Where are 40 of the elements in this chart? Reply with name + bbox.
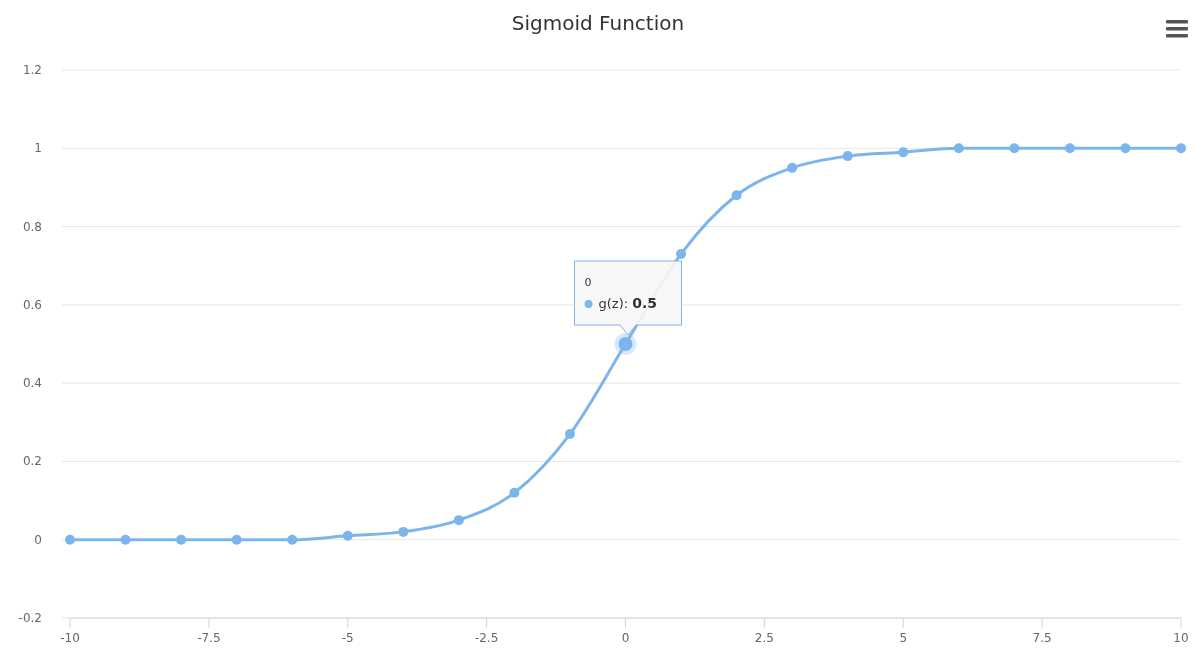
- y-tick-label: 0.8: [22, 219, 42, 234]
- x-tick-label: -10: [60, 631, 80, 645]
- x-tick-label: 10: [1173, 631, 1189, 645]
- chart-title: Sigmoid Function: [511, 11, 685, 35]
- point: [342, 530, 353, 541]
- x-tick-label: 7.5: [1032, 631, 1052, 645]
- y-tick-label: 0: [34, 532, 42, 547]
- point: [898, 147, 909, 158]
- y-tick-label: 0.4: [22, 376, 42, 391]
- y-tick-label: 0.2: [22, 454, 42, 469]
- point: [509, 487, 520, 498]
- point: [176, 534, 187, 545]
- point: [1120, 143, 1131, 154]
- point: [787, 162, 798, 173]
- x-tick-label: -2.5: [474, 631, 499, 645]
- y-tick-label: 1.2: [22, 63, 42, 77]
- x-tick-label: 2.5: [754, 631, 774, 645]
- point: [842, 151, 853, 162]
- x-tick-label: 5: [899, 631, 908, 645]
- point: [1176, 143, 1186, 154]
- annotation: g(z): 0.5: [598, 295, 658, 311]
- x-tick-label: -7.5: [197, 631, 221, 645]
- point: [1009, 143, 1020, 154]
- point: [953, 143, 964, 154]
- point: [65, 534, 75, 545]
- y-tick-label: -0.2: [18, 611, 42, 625]
- point: [731, 190, 742, 201]
- point: [287, 534, 298, 545]
- annotation: 0: [584, 276, 592, 289]
- point: [453, 515, 464, 526]
- x-tick-label: -5: [341, 631, 354, 645]
- point: [231, 534, 242, 545]
- point: [676, 248, 687, 259]
- y-tick-label: 0.6: [22, 297, 42, 312]
- x-tick-label: 0: [621, 631, 630, 645]
- point: [120, 534, 131, 545]
- point: [564, 429, 575, 440]
- y-tick-label: 1: [34, 141, 42, 156]
- point: [1064, 143, 1075, 154]
- point: [398, 526, 409, 537]
